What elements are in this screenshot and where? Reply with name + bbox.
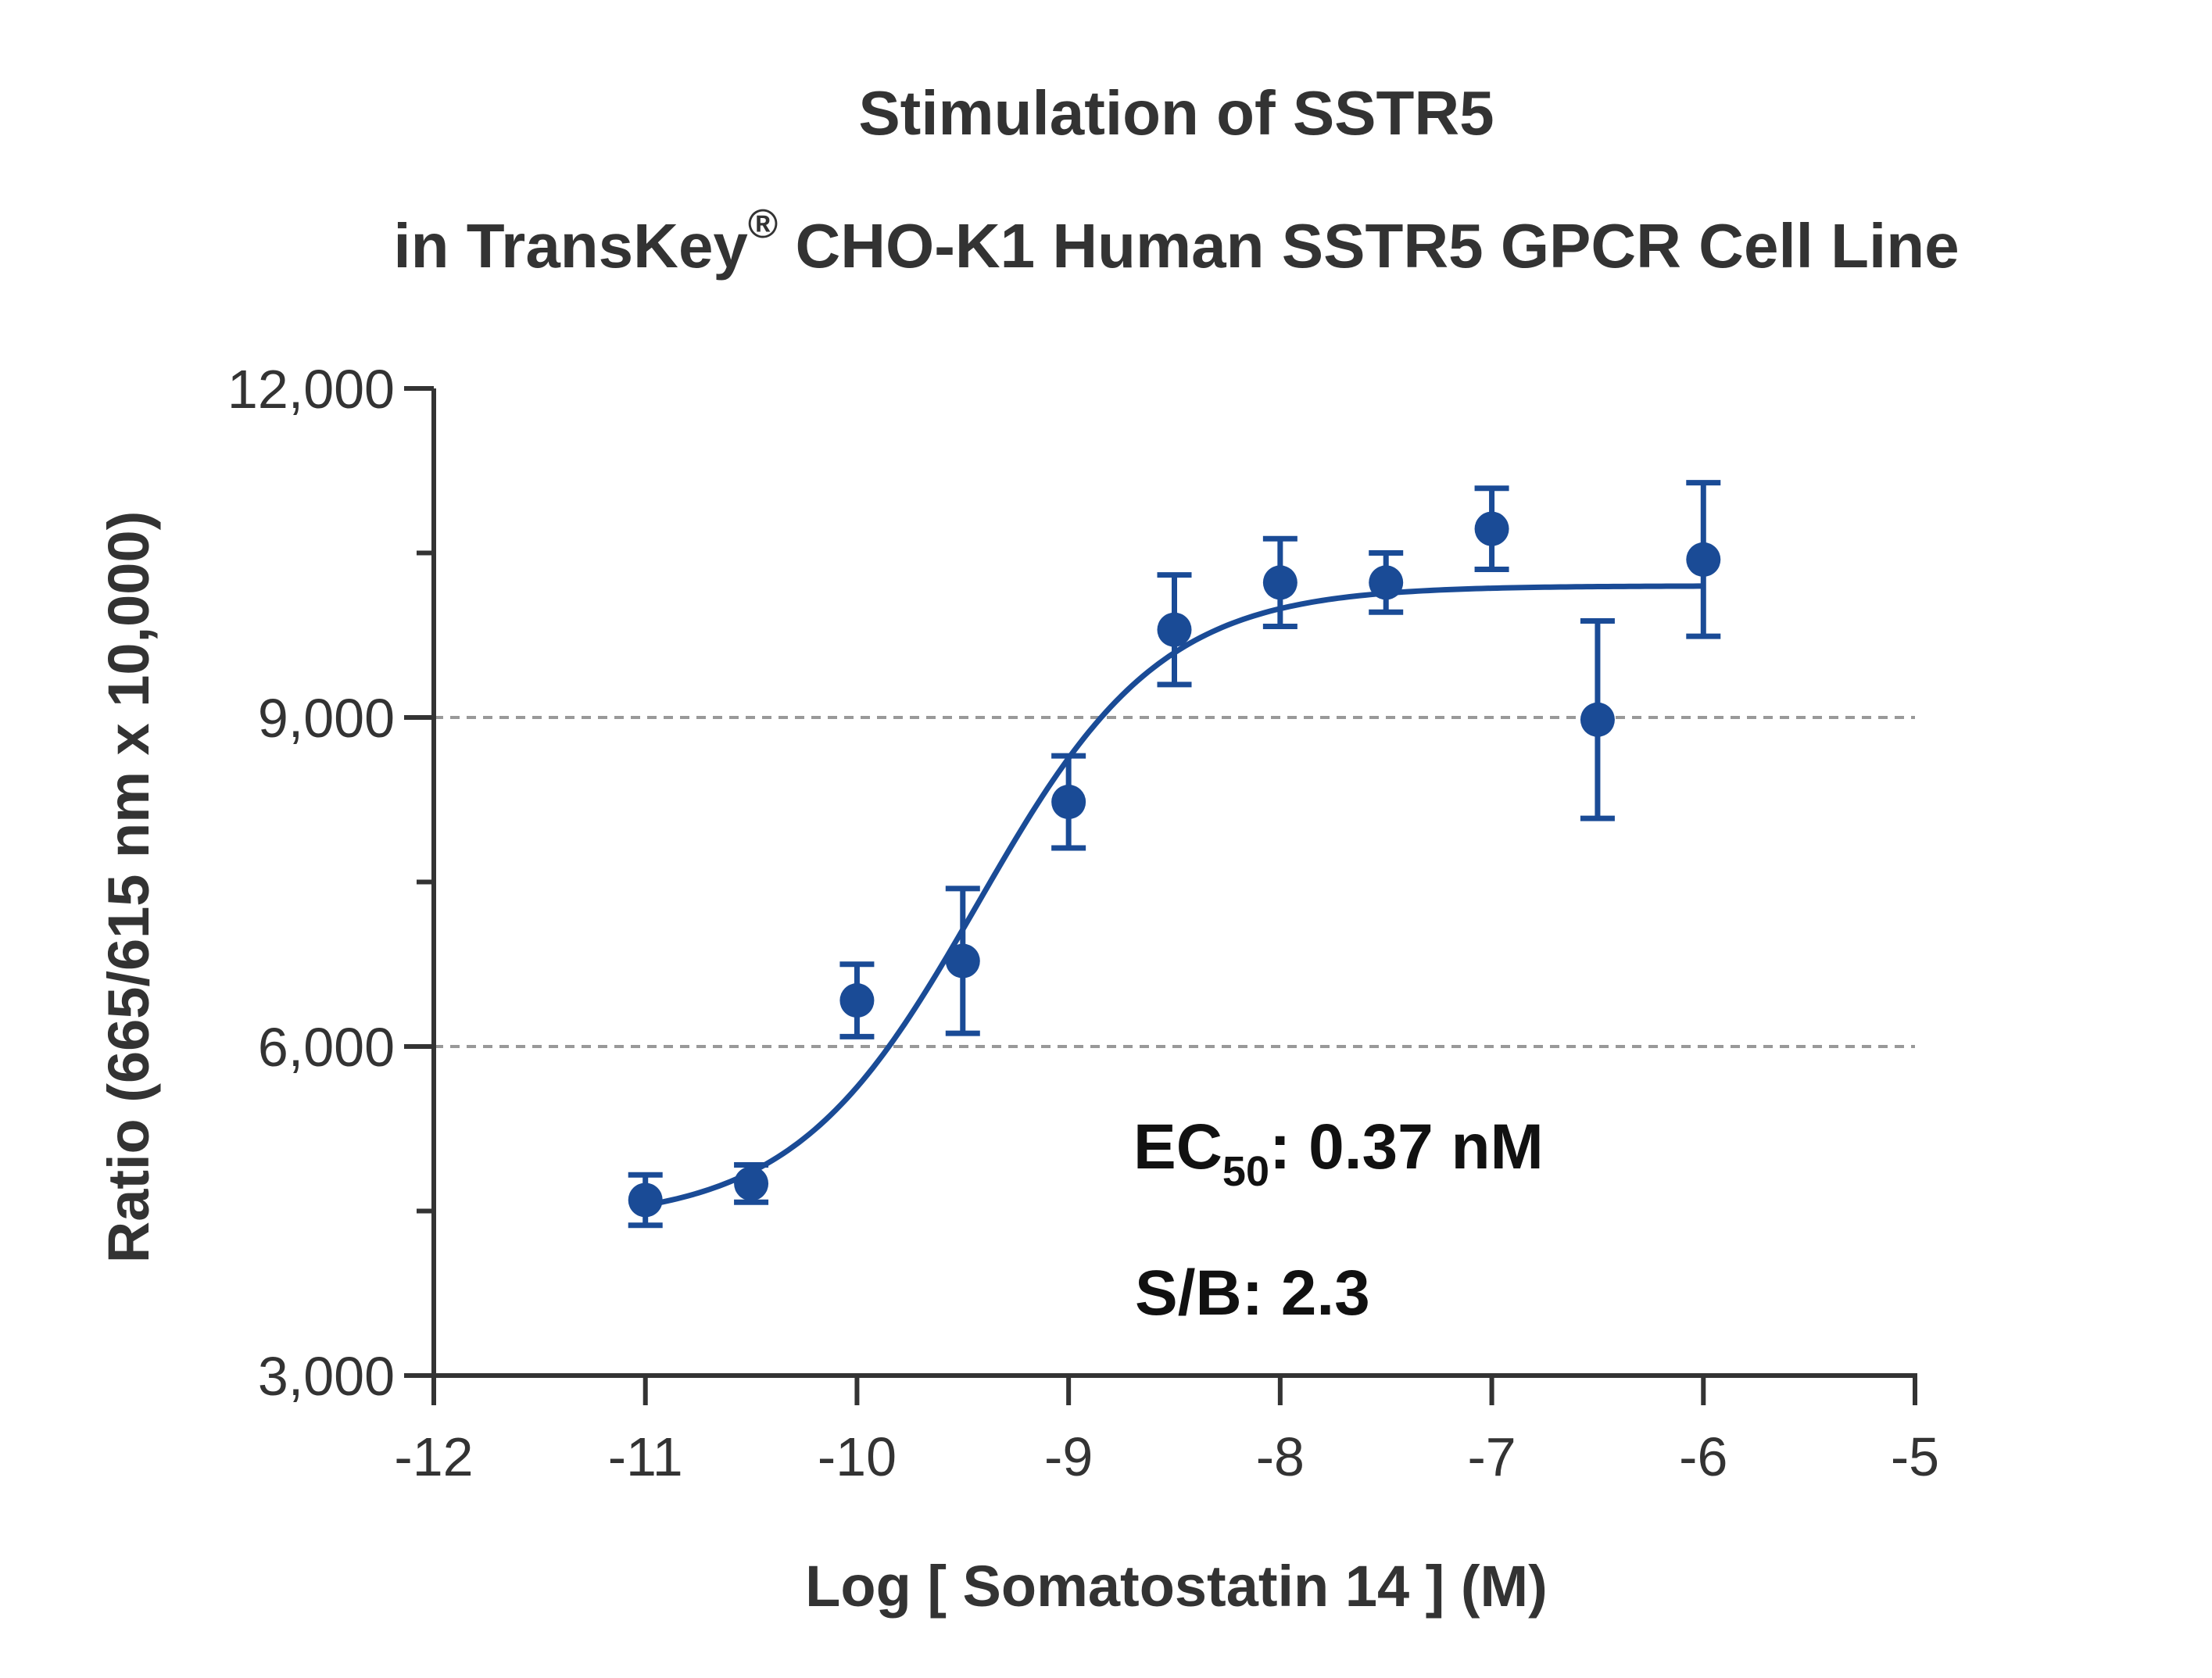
y-tick-label: 6,000 [258, 1017, 395, 1078]
data-point-group [628, 1172, 663, 1229]
x-tick-label: -5 [1891, 1426, 1939, 1487]
x-tick-label: -12 [394, 1426, 473, 1487]
data-point [1580, 702, 1615, 737]
data-point [734, 1166, 769, 1201]
data-point-group [734, 1162, 769, 1205]
ec50-prefix: EC [1133, 1111, 1222, 1182]
x-tick-label: -11 [608, 1426, 683, 1487]
chart-title-line2-post: CHO-K1 Human SSTR5 GPCR Cell Line [778, 211, 1959, 281]
data-points [628, 480, 1721, 1229]
y-tick-label: 12,000 [227, 359, 395, 420]
data-point-group [1686, 480, 1721, 639]
data-point [1157, 612, 1192, 647]
data-point-group [1369, 550, 1404, 615]
ec50-value: : 0.37 nM [1269, 1111, 1544, 1182]
x-tick-label: -6 [1679, 1426, 1727, 1487]
data-point [1369, 565, 1404, 600]
gridlines [434, 716, 1915, 1048]
data-point [1051, 785, 1086, 820]
annotations: EC50: 0.37 nM S/B: 2.3 [1133, 1111, 1544, 1329]
data-point [1474, 511, 1509, 546]
data-point-group [1474, 485, 1509, 573]
data-point-group [839, 961, 875, 1039]
x-tick-label: -10 [818, 1426, 897, 1487]
y-tick-label: 9,000 [258, 688, 395, 749]
data-point-group [945, 886, 980, 1036]
x-tick-label: -8 [1256, 1426, 1305, 1487]
data-point [839, 983, 875, 1018]
axes: -12 -11 -10 -9 -8 -7 -6 -5 3,000 6,000 9,000 12,000 [227, 359, 1939, 1487]
x-tick-label: -7 [1467, 1426, 1516, 1487]
data-point-group [1580, 618, 1615, 821]
registered-mark: ® [748, 202, 778, 247]
sb-annotation: S/B: 2.3 [1135, 1258, 1370, 1329]
chart-title-line1: Stimulation of SSTR5 [858, 78, 1494, 148]
y-tick-label: 3,000 [258, 1346, 395, 1407]
ec50-annotation: EC50: 0.37 nM [1133, 1111, 1544, 1195]
ec50-subscript: 50 [1222, 1148, 1269, 1195]
y-axis-title: Ratio (665/615 nm x 10,000) [96, 511, 161, 1264]
data-point-group [1051, 753, 1086, 851]
data-point [1686, 542, 1721, 577]
data-point [628, 1182, 663, 1218]
chart-title: Stimulation of SSTR5 in TransKey® CHO-K1… [393, 78, 1959, 281]
data-point [1262, 565, 1297, 600]
data-point-group [1262, 535, 1297, 630]
data-point [945, 943, 980, 979]
x-axis-title: Log [ Somatostatin 14 ] (M) [805, 1554, 1548, 1619]
chart-title-line2-pre: in TransKey [393, 211, 748, 281]
chart-title-line2: in TransKey® CHO-K1 Human SSTR5 GPCR Cel… [393, 202, 1959, 281]
data-point-group [1157, 572, 1192, 688]
x-tick-label: -9 [1044, 1426, 1093, 1487]
